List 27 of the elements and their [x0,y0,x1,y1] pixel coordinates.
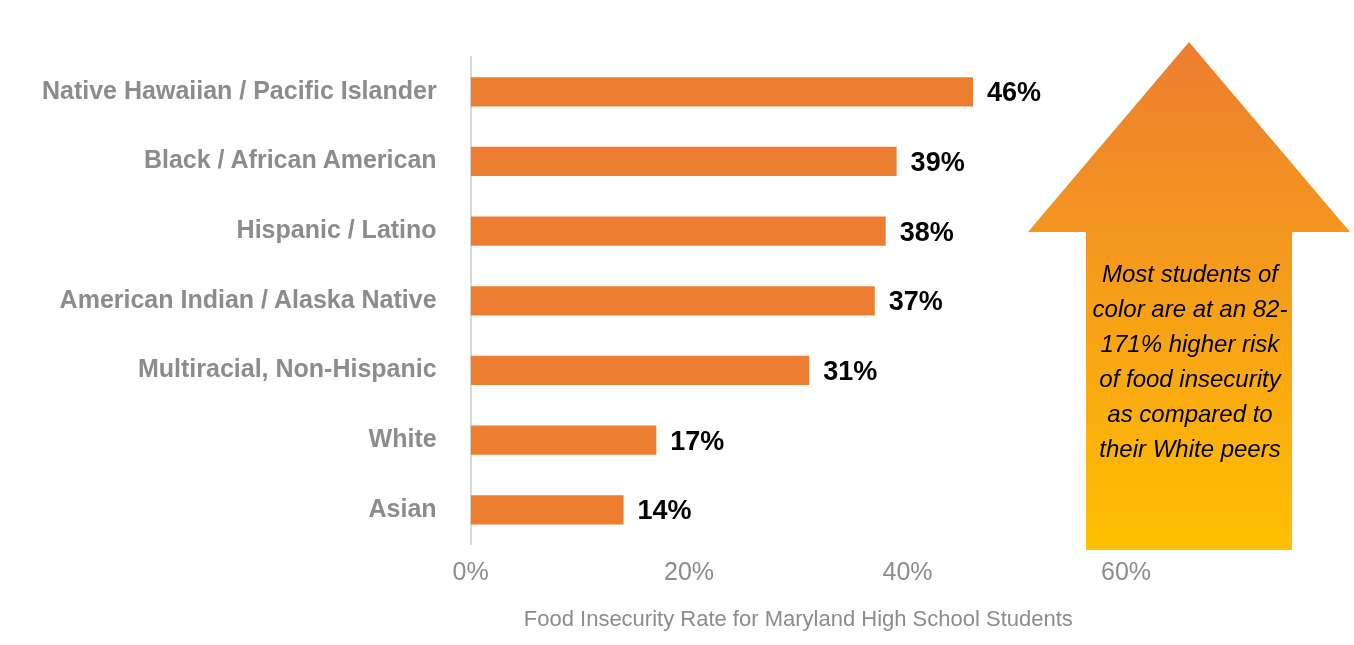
data-label: 14% [637,495,692,526]
x-tick-label: 0% [452,557,489,586]
x-tick-label: 60% [1100,557,1152,586]
data-label: 31% [823,355,878,386]
data-label: 38% [899,216,954,247]
data-label: 39% [910,146,965,177]
y-tick-label: White [368,424,437,452]
annotation: Most students of color are at an 82-171% higher risk of food insecurity as compared to their White peers [1091,259,1289,464]
y-tick-label: Native Hawaiian / Pacific Islander [41,75,437,104]
y-tick-label: American Indian / Alaska Native [59,284,437,313]
x-axis-title: Food Insecurity Rate for Maryland High School Students [523,605,1073,631]
bar [470,77,974,107]
x-tick-label: 40% [882,557,933,586]
y-tick-label: Multiracial, Non-Hispanic [137,354,437,383]
bar [470,216,886,246]
bar [470,146,897,177]
data-label: 46% [987,77,1042,108]
data-label: 37% [888,286,943,317]
y-tick-label: Hispanic / Latino [236,215,437,244]
bar [470,355,810,386]
bar [470,425,657,455]
bar [470,495,624,525]
x-tick-label: 20% [664,557,715,586]
y-tick-label: Asian [368,493,437,522]
data-label: 17% [670,425,725,456]
bar [470,286,875,316]
y-tick-label: Black / African American [143,145,437,174]
